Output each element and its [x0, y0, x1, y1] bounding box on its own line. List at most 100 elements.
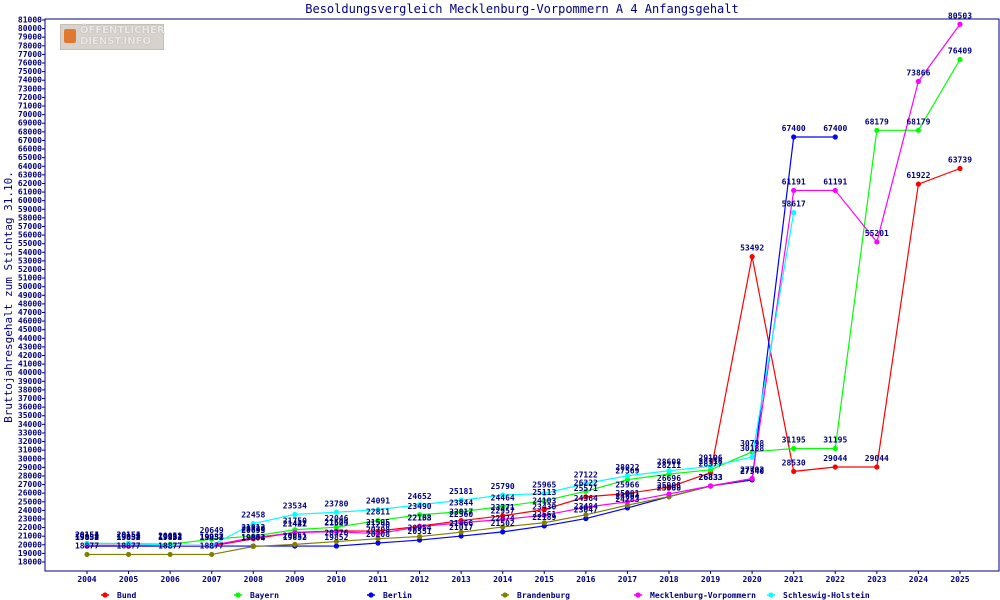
data-label: 25790 [491, 482, 515, 491]
data-point [167, 551, 173, 558]
data-point [500, 503, 506, 509]
data-label: 27569 [615, 467, 639, 476]
data-point [707, 483, 714, 489]
series-line [87, 59, 961, 545]
data-label: 28377 [699, 460, 723, 469]
y-tick-label: 49000 [18, 291, 42, 300]
logo-text-line1: ÖFFENTLICHER [80, 25, 165, 36]
data-point [874, 239, 880, 245]
data-label: 19852 [117, 533, 141, 542]
data-label: 24283 [615, 495, 639, 504]
data-point [583, 488, 589, 494]
data-label: 23844 [449, 499, 473, 508]
x-tick-label: 2005 [119, 575, 138, 584]
data-point [250, 543, 256, 550]
data-label: 30188 [740, 444, 764, 453]
data-label: 26833 [699, 473, 723, 482]
legend-item-mecklenburg-vorpommern: Mecklenburg-Vorpommern [634, 591, 756, 600]
data-label: 23490 [408, 502, 432, 511]
y-tick-label: 55000 [18, 239, 42, 248]
data-point [749, 454, 755, 460]
data-label: 22074 [491, 514, 515, 523]
data-label: 20151 [75, 530, 99, 539]
y-tick-label: 78000 [18, 41, 42, 50]
data-point [416, 502, 423, 508]
x-axis-ticks: 2004 2005 2006 2007 2008 2009 2010 2011 2012 2013… [77, 571, 970, 584]
legend-item-schleswig-holstein: Schleswig-Holstein [767, 590, 870, 600]
y-tick-label: 30000 [18, 454, 42, 463]
data-point [832, 134, 838, 140]
data-label: 61191 [782, 177, 806, 186]
data-label: 24604 [615, 492, 639, 501]
data-label: 29106 [699, 453, 723, 462]
data-label: 25588 [657, 484, 681, 493]
x-tick-label: 2012 [410, 575, 429, 584]
y-tick-label: 59000 [18, 205, 42, 214]
data-label: 24652 [408, 492, 432, 501]
legend-swatch-marker [102, 592, 108, 598]
data-label: 20830 [241, 525, 265, 534]
y-tick-label: 46000 [18, 317, 42, 326]
x-tick-label: 2019 [701, 575, 720, 584]
data-point [749, 254, 755, 260]
data-label: 22458 [241, 511, 265, 520]
series-line [87, 167, 961, 547]
brand-logo: ÖFFENTLICHER DIENST.INFO [60, 24, 165, 50]
data-point [791, 209, 797, 216]
data-label: 19854 [117, 533, 141, 542]
y-tick-label: 65000 [18, 153, 42, 162]
data-label: 27702 [740, 466, 764, 475]
data-label: 23534 [283, 501, 307, 510]
data-point [583, 512, 589, 518]
data-label: 19852 [200, 533, 224, 542]
data-point [125, 551, 132, 558]
data-point [624, 499, 631, 505]
legend-label: Bayern [250, 591, 279, 600]
y-tick-label: 80000 [18, 24, 42, 33]
data-point [292, 511, 298, 517]
data-point [749, 475, 755, 482]
data-point [167, 542, 173, 548]
data-label: 28716 [699, 457, 723, 466]
data-point [791, 445, 797, 452]
data-label: 26222 [574, 478, 598, 487]
data-label: 20954 [408, 524, 432, 533]
data-point [624, 477, 631, 483]
data-point [500, 516, 506, 522]
y-tick-label: 68000 [18, 127, 42, 136]
x-tick-label: 2024 [909, 575, 928, 584]
data-label: 24091 [366, 497, 390, 506]
logo-mark-icon [64, 29, 76, 43]
data-point [333, 509, 340, 515]
data-point [624, 490, 631, 497]
data-point [583, 504, 589, 510]
x-tick-label: 2014 [493, 575, 512, 584]
y-tick-label: 43000 [18, 342, 42, 351]
data-point [333, 538, 340, 545]
data-label: 19937 [75, 532, 99, 541]
data-label: 28530 [782, 458, 806, 467]
data-label: 18877 [117, 541, 141, 550]
data-label: 28022 [615, 463, 639, 472]
y-tick-label: 48000 [18, 299, 42, 308]
legend-item-brandenburg: Brandenburg [501, 591, 570, 600]
data-label: 22189 [532, 513, 556, 522]
data-label: 21595 [366, 518, 390, 527]
data-point [583, 480, 589, 487]
y-tick-label: 64000 [18, 162, 42, 171]
series-mecklenburg-vorpommern [84, 21, 963, 548]
data-label: 30798 [740, 439, 764, 448]
data-label: 19937 [200, 532, 224, 541]
data-label: 76409 [948, 46, 972, 55]
data-point [791, 134, 797, 140]
data-label: 20708 [366, 526, 390, 535]
y-tick-label: 62000 [18, 179, 42, 188]
y-tick-label: 42000 [18, 351, 42, 360]
data-point [375, 540, 381, 546]
legend-label: Bund [117, 591, 136, 600]
data-label: 25571 [574, 484, 598, 493]
data-point [791, 468, 797, 475]
data-point [250, 521, 256, 527]
data-label: 20154 [117, 530, 141, 539]
